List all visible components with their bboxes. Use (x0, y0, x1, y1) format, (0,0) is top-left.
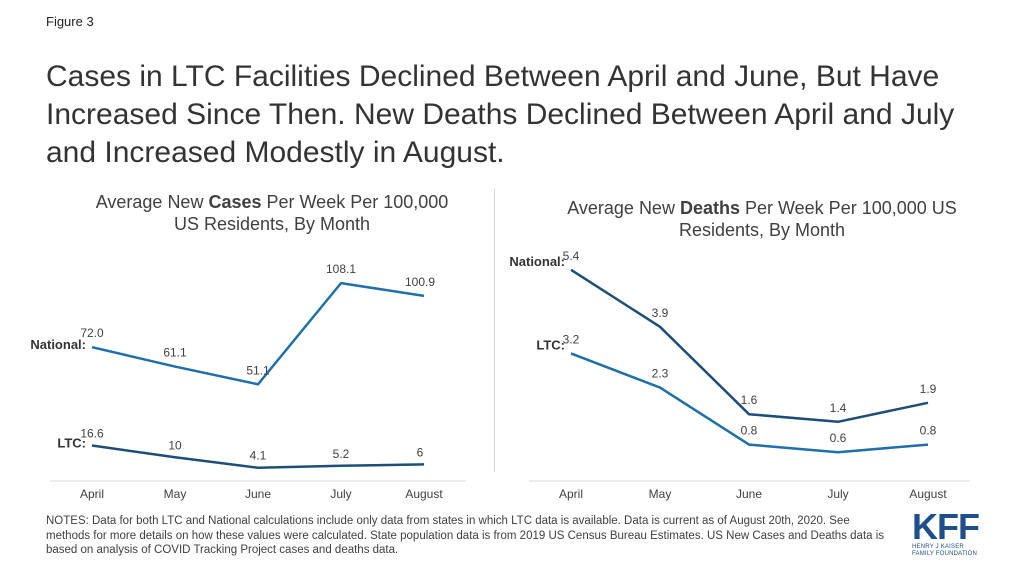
deaths-chart-title: Average New Deaths Per Week Per 100,000 … (566, 197, 958, 241)
cases-data-label-ltc-3: 5.2 (333, 447, 350, 461)
deaths-data-label-ltc-2: 0.8 (741, 424, 758, 438)
figure-label: Figure 3 (46, 14, 94, 29)
deaths-data-label-national-4: 1.9 (920, 382, 937, 396)
cases-tick-label-april: April (80, 487, 104, 501)
kff-logo: KFF HENRY J KAISER FAMILY FOUNDATION (912, 506, 992, 558)
cases-data-label-ltc-1: 10 (168, 438, 182, 452)
deaths-title-pre: Average New (567, 198, 680, 218)
deaths-series-line-national (570, 268, 929, 424)
cases-data-label-ltc-0: 16.6 (80, 427, 104, 441)
cases-chart-title: Average New Cases Per Week Per 100,000 U… (86, 191, 458, 235)
notes: NOTES: Data for both LTC and National ca… (46, 515, 885, 556)
cases-tick-label-july: July (330, 487, 351, 501)
cases-title-bold: Cases (208, 192, 262, 212)
cases-data-label-national-0: 72.0 (80, 326, 104, 340)
cases-tick-label-may: May (164, 487, 187, 501)
deaths-tick-label-april: April (559, 487, 583, 501)
cases-title-post: Per Week Per 100,000 US Residents, By Mo… (173, 192, 449, 234)
deaths-tick-label-june: June (736, 487, 762, 501)
deaths-tick-label-august: August (909, 487, 947, 501)
deaths-data-label-ltc-3: 0.6 (830, 431, 847, 445)
logo-line-1: HENRY J KAISER (912, 544, 964, 550)
deaths-data-label-national-3: 1.4 (830, 401, 847, 415)
cases-series-line-ltc (91, 444, 425, 469)
deaths-data-label-ltc-4: 0.8 (920, 424, 937, 438)
deaths-tick-label-may: May (649, 487, 672, 501)
deaths-title-bold: Deaths (679, 198, 740, 218)
deaths-data-label-national-2: 1.6 (741, 393, 758, 407)
cases-tick-label-august: August (405, 487, 443, 501)
deaths-series-name-ltc: LTC: (536, 337, 565, 352)
logo-letters: KFF (912, 506, 980, 547)
deaths-data-label-ltc-1: 2.3 (652, 367, 669, 381)
deaths-tick-label-july: July (827, 487, 848, 501)
deaths-title-post: Per Week Per 100,000 US Residents, By Mo… (678, 198, 957, 240)
chart-divider (494, 188, 495, 472)
cases-data-label-national-3: 108.1 (326, 262, 356, 276)
logo-line-2: FAMILY FOUNDATION (912, 551, 978, 557)
cases-series-line-national (91, 281, 425, 386)
cases-data-label-ltc-2: 4.1 (250, 449, 267, 463)
cases-title-pre: Average New (95, 192, 209, 212)
deaths-data-label-ltc-0: 3.2 (563, 332, 580, 346)
cases-data-label-ltc-4: 6 (417, 445, 424, 459)
page-title: Cases in LTC Facilities Declined Between… (46, 60, 955, 169)
cases-tick-label-june: June (245, 487, 271, 501)
deaths-series-name-national: National: (509, 254, 565, 269)
cases-series-name-ltc: LTC: (57, 436, 86, 451)
deaths-data-label-national-0: 5.4 (563, 249, 580, 263)
deaths-data-label-national-1: 3.9 (652, 306, 669, 320)
cases-data-label-national-1: 61.1 (163, 346, 187, 360)
deaths-series-line-ltc (570, 352, 929, 454)
cases-data-label-national-2: 51.1 (246, 363, 270, 377)
cases-data-label-national-4: 100.9 (405, 275, 435, 289)
cases-series-name-national: National: (30, 337, 86, 352)
